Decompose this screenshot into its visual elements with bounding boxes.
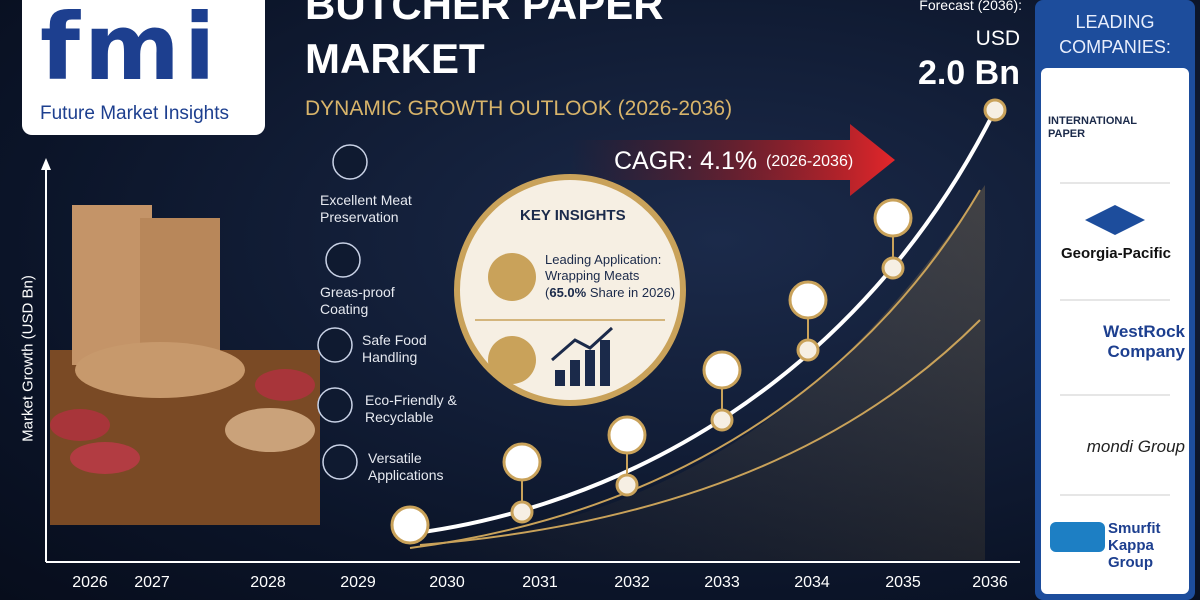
paper-roll [75,342,245,398]
pin-icon [390,505,430,545]
gp-logo [1085,205,1145,235]
x-tick-label: 2034 [794,574,830,591]
company-name: Georgia-Pacific [1060,245,1172,262]
curve-point [881,256,905,280]
x-tick-label: 2033 [704,574,740,591]
paper-roll [72,205,152,365]
pin-icon [607,415,647,455]
milestones [390,98,1007,545]
area-glow [400,185,985,560]
feature-label: Excellent Meat Preservation [320,192,412,225]
title: BUTCHER PAPER MARKET [305,0,664,82]
x-tick-label: 2028 [250,574,286,591]
share-text: Share in 2026 [589,285,671,300]
companies-list [1041,68,1189,594]
company-name: mondi Group [1086,437,1185,456]
share-value: 65.0% [549,285,587,300]
curve-point [615,473,639,497]
cagr-label: CAGR: 4.1% [614,147,758,175]
x-tick-label: 2030 [429,574,465,591]
icon-application [488,253,536,301]
subtitle: DYNAMIC GROWTH OUTLOOK (2026-2036) [305,97,733,120]
curve-point [983,98,1007,122]
feature-icon [332,144,368,180]
company-name: INTERNATIONAL PAPER [1048,115,1137,140]
feature-label: Greas-proof Coating [320,284,395,317]
curve-point [510,500,534,524]
x-tick-label: 2026 [72,574,108,591]
x-tick-label: 2027 [134,574,170,591]
pin-icon [873,198,913,238]
feature-label: Eco-Friendly & Recyclable [365,392,457,425]
logo-name: Future Market Insights [40,103,230,124]
meat [70,442,140,474]
feature-icon [322,444,358,480]
company-name: WestRock Company [1103,322,1185,361]
meat [50,409,110,441]
y-axis-label: Market Growth (USD Bn) [19,275,37,442]
x-tick-label: 2036 [972,574,1008,591]
pin-icon [788,280,828,320]
feature-label: Safe Food Handling [362,332,427,365]
companies-title: LEADING COMPANIES: [1059,12,1171,57]
cagr-arrow [570,124,895,196]
trend-line [419,319,981,546]
meat [255,369,315,401]
forecast-value: 2.0 Bn [917,54,1020,92]
forecast-label: Forecast (2036): [919,0,1022,13]
x-tick-label: 2035 [885,574,921,591]
forecast-unit: USD [975,27,1020,50]
feature-icon [317,387,353,423]
insights-title: KEY INSIGHTS [520,207,626,224]
bar-icon [551,326,614,386]
trend-line [409,189,981,549]
x-tick-label: 2031 [522,574,558,591]
logo-box [22,0,265,135]
logo-mark: fmi [40,0,220,101]
curve-point [710,408,734,432]
pin-icon [702,350,742,390]
insights-share: (65.0% Share in 2026) [545,285,676,300]
company-name: Smurfit Kappa Group [1108,520,1161,571]
smurfit-logo [1050,522,1105,552]
icon-application [488,336,536,384]
x-tick-label: 2029 [340,574,376,591]
curve-point [796,338,820,362]
wrapped-meat [225,408,315,452]
feature-icon [325,242,361,278]
insights-application: Leading Application: Wrapping Meats [545,252,662,283]
x-tick-label: 2032 [614,574,650,591]
feature-icon [317,327,353,363]
feature-label: Versatile Applications [368,450,444,483]
y-axis-arrow [41,158,51,170]
pin-icon [502,442,542,482]
cagr-period: (2026-2036) [766,153,854,170]
